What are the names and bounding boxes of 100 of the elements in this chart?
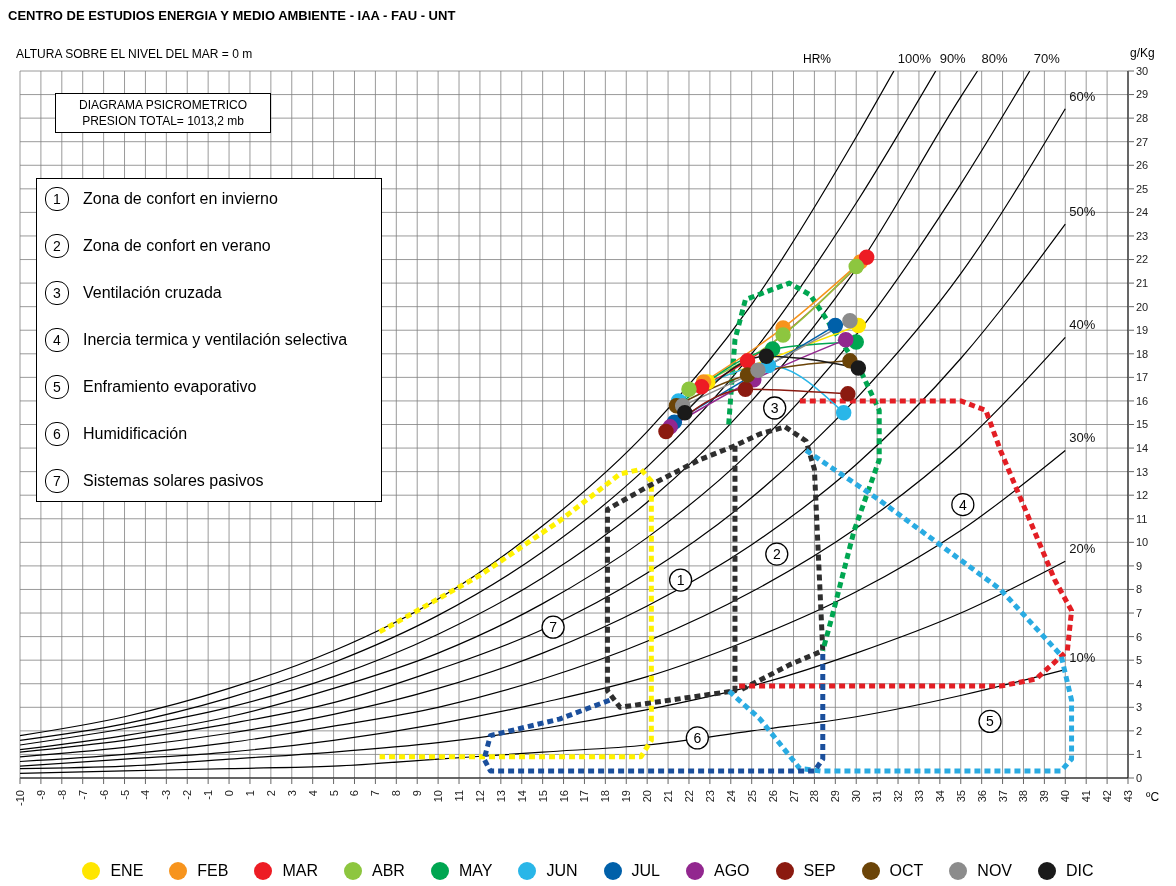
- y-axis-title: g/Kg: [1130, 46, 1155, 60]
- y-tick-label: 19: [1136, 324, 1149, 337]
- x-tick-label: 25: [745, 790, 758, 803]
- y-tick-label: 2: [1136, 724, 1143, 737]
- x-tick-label: 32: [892, 790, 905, 803]
- x-tick-label: 42: [1101, 790, 1114, 803]
- x-axis-title: ºC: [1146, 790, 1160, 804]
- y-tick-label: 11: [1136, 512, 1148, 525]
- series-label: 40%: [1069, 317, 1096, 333]
- legend-label: MAR: [282, 862, 319, 880]
- x-tick-label: 4: [306, 790, 319, 797]
- y-tick-label: 1: [1136, 748, 1143, 761]
- y-tick-label: 5: [1136, 654, 1143, 667]
- text: 4 Inercia termica y ventilación selectiva: [53, 331, 348, 348]
- point: [693, 379, 710, 395]
- x-tick-label: 26: [766, 790, 779, 803]
- text: 3 Ventilación cruzada: [53, 284, 222, 301]
- y-tick-label: 7: [1136, 606, 1143, 619]
- y-tick-label: 9: [1136, 559, 1143, 572]
- y-tick-label: 27: [1136, 135, 1149, 148]
- point: [848, 258, 864, 275]
- x-tick-label: 3: [285, 790, 298, 797]
- x-tick-label: 7: [369, 790, 382, 797]
- series-label: 60%: [1069, 88, 1096, 104]
- text: 5 Enframiento evaporativo: [53, 378, 257, 395]
- legend-label: MAY: [458, 862, 493, 880]
- annotation: 7: [549, 619, 558, 636]
- x-tick-label: 13: [494, 790, 507, 803]
- y-tick-label: 17: [1136, 371, 1149, 384]
- y-tick-label: 8: [1136, 583, 1143, 596]
- legend-label: JUL: [631, 862, 660, 880]
- x-tick-label: 41: [1080, 790, 1093, 803]
- annotation: 5: [986, 713, 995, 730]
- point: [775, 327, 791, 343]
- annotation: 1: [676, 572, 685, 589]
- series-label: 80%: [981, 51, 1008, 66]
- legend-label: OCT: [889, 862, 924, 880]
- x-tick-label: 15: [536, 790, 549, 803]
- x-tick-label: 16: [557, 790, 570, 803]
- x-tick-label: 0: [223, 790, 236, 797]
- y-tick-label: 28: [1136, 112, 1149, 125]
- x-tick-label: 28: [808, 790, 821, 803]
- chart-title: CENTRO DE ESTUDIOS ENERGIA Y MEDIO AMBIENTE - IAA - FAU - UNT: [8, 8, 456, 23]
- x-tick-label: 9: [411, 790, 424, 797]
- x-tick-label: 2: [264, 790, 277, 797]
- y-tick-label: 15: [1136, 418, 1149, 431]
- annotation: 3: [770, 399, 779, 416]
- legend-label: AGO: [713, 862, 750, 880]
- annotation: PRESION TOTAL= 1013,2 mb: [81, 113, 245, 129]
- x-tick-label: -5: [118, 790, 131, 800]
- series-label: 50%: [1069, 204, 1096, 220]
- line-series: [20, 223, 1066, 758]
- x-tick-label: 30: [850, 790, 863, 803]
- point: [838, 331, 854, 348]
- x-tick-label: 31: [871, 790, 884, 803]
- annotation: DIAGRAMA PSICROMETRICO: [78, 97, 248, 113]
- text: HR%: [803, 52, 832, 66]
- y-tick-label: 22: [1136, 253, 1149, 266]
- point: [840, 386, 856, 402]
- point: [858, 249, 875, 265]
- y-tick-label: 13: [1136, 465, 1149, 478]
- x-tick-label: 27: [787, 790, 800, 803]
- annotation: 6: [693, 729, 702, 746]
- x-tick-label: 35: [954, 790, 967, 803]
- y-tick-label: 21: [1136, 277, 1149, 290]
- x-tick-label: 14: [515, 790, 528, 803]
- x-tick-label: 5: [327, 790, 340, 797]
- point: [677, 404, 693, 421]
- point: [739, 353, 756, 369]
- x-tick-label: 39: [1038, 790, 1051, 803]
- series-label: 30%: [1069, 430, 1096, 446]
- x-tick-label: -6: [97, 790, 110, 800]
- x-tick-label: 6: [348, 790, 361, 797]
- text: 7 Sistemas solares pasivos: [53, 472, 264, 489]
- x-tick-label: 21: [662, 790, 675, 803]
- x-tick-label: 34: [933, 790, 946, 803]
- x-tick-label: 19: [620, 790, 633, 803]
- y-tick-label: 10: [1136, 536, 1149, 549]
- y-tick-label: 29: [1136, 88, 1149, 101]
- y-tick-label: 25: [1136, 182, 1149, 195]
- x-tick-label: -2: [181, 790, 194, 800]
- x-tick-label: -7: [76, 790, 89, 800]
- point: [681, 381, 697, 397]
- y-tick-label: 26: [1136, 159, 1149, 172]
- x-tick-label: 23: [703, 790, 716, 803]
- point: [758, 348, 775, 364]
- x-tick-label: -3: [160, 790, 173, 800]
- text: ALTURA SOBRE EL NIVEL DEL MAR = 0 m: [16, 47, 253, 61]
- series-label: 100%: [897, 51, 932, 66]
- x-tick-label: 11: [453, 790, 466, 802]
- legend-label: ENE: [110, 862, 144, 880]
- y-tick-label: 30: [1136, 64, 1149, 77]
- y-tick-label: 3: [1136, 701, 1143, 714]
- point: [658, 423, 674, 440]
- point: [850, 360, 867, 376]
- point: [737, 381, 754, 397]
- y-tick-label: 4: [1136, 677, 1143, 690]
- y-tick-label: 18: [1136, 347, 1149, 360]
- annotation: 4: [958, 496, 967, 513]
- x-tick-label: 8: [390, 790, 403, 797]
